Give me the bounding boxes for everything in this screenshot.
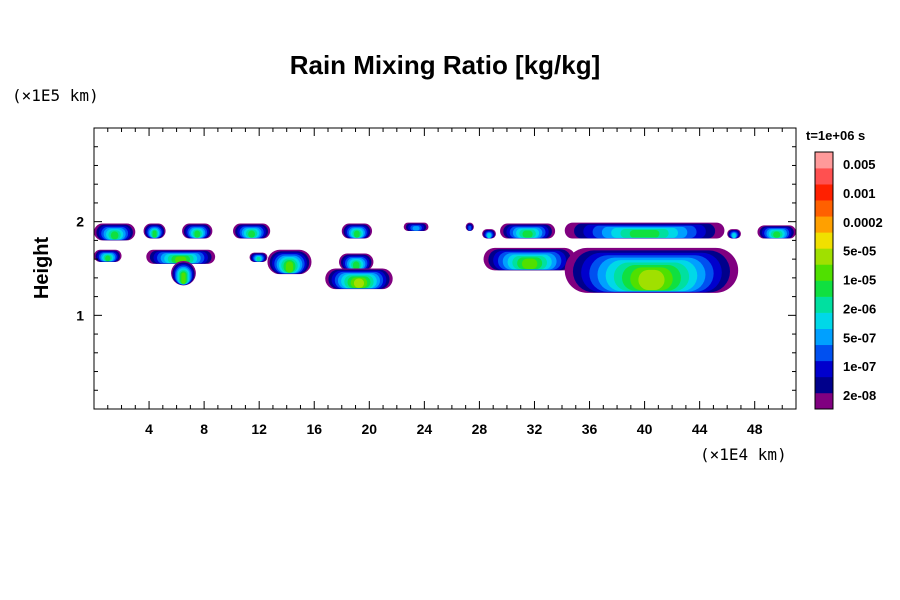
cloud-region xyxy=(500,223,556,239)
y-axis-unit: (×1E5 km) xyxy=(12,86,99,105)
cloud-region xyxy=(483,247,576,271)
cloud-region xyxy=(233,223,271,239)
x-tick-label: 4 xyxy=(145,421,153,437)
colorbar-swatch xyxy=(815,280,833,297)
contour-level xyxy=(522,230,533,238)
x-axis-unit: (×1E4 km) xyxy=(700,445,787,464)
contour-level xyxy=(256,256,261,262)
x-tick-label: 36 xyxy=(582,421,598,437)
x-tick-label: 48 xyxy=(747,421,763,437)
contour-level xyxy=(354,230,360,238)
contour-level xyxy=(181,272,186,284)
contour-level xyxy=(194,230,201,238)
colorbar-swatch xyxy=(815,232,833,249)
colorbar-swatch xyxy=(815,264,833,281)
colorbar-swatch xyxy=(815,360,833,378)
cloud-region xyxy=(564,222,725,239)
contour-level xyxy=(152,230,157,238)
colorbar-swatch xyxy=(815,312,833,329)
colorbar-swatch xyxy=(815,200,833,217)
colorbar-swatch xyxy=(815,376,833,394)
x-tick-label: 40 xyxy=(637,421,653,437)
contour-level xyxy=(105,255,111,262)
colorbar-swatch xyxy=(815,216,833,233)
contour-level xyxy=(353,261,360,270)
colorbar-frame xyxy=(814,151,834,410)
cloud-region xyxy=(564,247,739,293)
colorbar-label: 1e-05 xyxy=(843,273,876,288)
colorbar-label: 1e-07 xyxy=(843,359,876,374)
colorbar-swatch xyxy=(815,168,833,185)
colorbar-label: 5e-05 xyxy=(843,244,876,259)
x-tick-label: 44 xyxy=(692,421,708,437)
cloud-region xyxy=(727,229,741,239)
x-tick-label: 16 xyxy=(306,421,322,437)
cloud-region xyxy=(341,223,373,239)
y-tick-label: 2 xyxy=(76,214,84,230)
contour-level xyxy=(248,230,256,238)
colorbar-label: 5e-07 xyxy=(843,330,876,345)
colorbar-swatch xyxy=(815,328,833,346)
contour-level xyxy=(629,230,660,238)
colorbar-swatch xyxy=(815,184,833,201)
cloud-region xyxy=(267,249,312,275)
cloud-region xyxy=(171,261,196,286)
cloud-region xyxy=(182,223,213,239)
colorbar-swatch xyxy=(815,152,833,169)
cloud-region xyxy=(757,225,796,239)
cloud-region xyxy=(146,249,216,264)
y-axis-label: Height xyxy=(31,237,53,300)
colorbar-label: 2e-08 xyxy=(843,388,876,403)
y-tick-label: 1 xyxy=(76,307,84,323)
cloud-region xyxy=(339,253,374,271)
cloud-region xyxy=(403,222,429,232)
contour-level xyxy=(521,258,538,269)
colorbar-swatch xyxy=(815,344,833,362)
colorbar-label: 0.001 xyxy=(843,186,876,201)
colorbar-swatch xyxy=(815,392,833,410)
contour-level xyxy=(773,231,781,238)
x-tick-label: 12 xyxy=(251,421,267,437)
x-tick-label: 32 xyxy=(527,421,543,437)
x-tick-label: 8 xyxy=(200,421,208,437)
colorbar-label: 2e-06 xyxy=(843,301,876,316)
contour-level xyxy=(110,231,119,240)
cloud-region xyxy=(482,229,496,239)
cloud-region xyxy=(249,252,268,262)
contour-level xyxy=(638,269,665,290)
colorbar-label: 0.0002 xyxy=(843,215,883,230)
cloud-region xyxy=(465,222,474,232)
cloud-region xyxy=(94,223,136,241)
contour-level xyxy=(487,233,491,238)
cloud-region xyxy=(325,268,393,290)
x-tick-label: 28 xyxy=(472,421,488,437)
plot-area xyxy=(94,222,796,293)
contour-level xyxy=(285,261,294,273)
contour-level xyxy=(412,226,420,231)
colorbar-label: 0.005 xyxy=(843,157,876,172)
x-tick-label: 20 xyxy=(362,421,378,437)
colorbar: 0.005 0.001 0.0002 5e-05 1e-05 2e-06 5e-07 1e-0… xyxy=(814,151,883,410)
contour-level xyxy=(353,278,365,288)
cloud-region xyxy=(143,223,166,239)
x-tick-label: 24 xyxy=(417,421,433,437)
colorbar-swatch xyxy=(815,296,833,313)
cloud-region xyxy=(94,249,122,262)
chart-title: Rain Mixing Ratio [kg/kg] xyxy=(290,50,601,80)
contour-level xyxy=(468,225,472,231)
plot-frame xyxy=(93,127,797,410)
time-label: t=1e+06 s xyxy=(806,128,865,143)
colorbar-swatch xyxy=(815,248,833,265)
contour-level xyxy=(732,233,736,238)
